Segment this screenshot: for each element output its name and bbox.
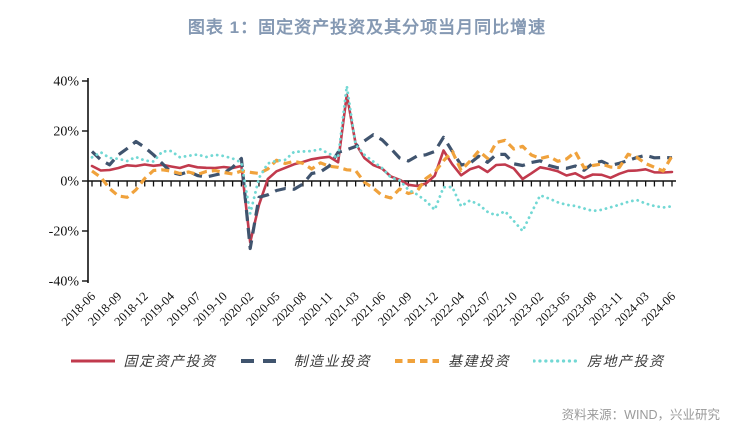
series-line-3 [90,84,674,233]
source-note: 资料来源：WIND，兴业研究 [561,408,720,422]
legend-label-1: 制造业投资 [293,355,371,370]
chart-legend: 固定资产投资 制造业投资 基建投资 房地产投资 [0,351,734,371]
legend-item-0: 固定资产投资 [70,351,217,371]
legend-item-1: 制造业投资 [240,351,372,371]
y-tick-label: -20% [49,225,80,240]
x-axis-ticks [91,181,673,187]
y-tick-label: -40% [49,275,80,290]
legend-item-2: 基建投资 [394,351,510,371]
y-tick-label: 40% [53,75,79,90]
y-tick-label: 0% [60,175,79,190]
legend-line-sample-2 [395,359,439,363]
legend-line-sample-0 [70,359,115,363]
legend-line-sample-3 [533,359,579,363]
legend-label-3: 房地产投资 [587,355,665,370]
y-axis-labels: 40% 20% 0% -20% -40% [49,75,80,290]
y-axis-ticks [82,80,88,282]
y-tick-label: 20% [53,125,79,140]
legend-label-2: 基建投资 [448,355,510,370]
series-line-2 [91,138,674,200]
legend-line-sample-1 [240,359,285,363]
axes [87,78,676,283]
chart-title: 图表 1：固定资产投资及其分项当月同比增速 [187,18,547,37]
legend-label-0: 固定资产投资 [123,355,217,370]
series-line-1 [90,133,673,251]
legend-item-3: 房地产投资 [533,351,665,371]
x-axis-labels: 2018-062018-092018-122019-042019-072019-… [59,289,678,329]
